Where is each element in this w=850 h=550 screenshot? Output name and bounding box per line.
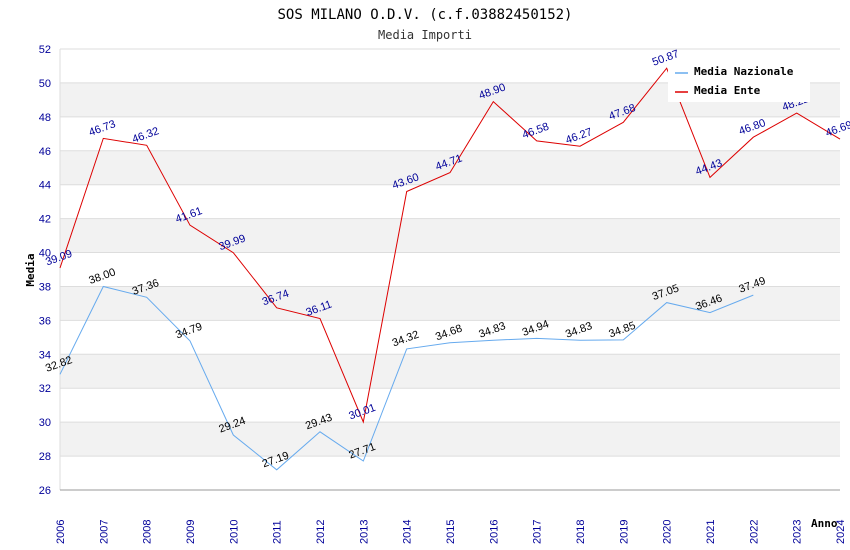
band xyxy=(60,456,840,490)
legend-label-media-ente: Media Ente xyxy=(694,84,761,97)
series-line-media-nazionale xyxy=(59,285,754,471)
y-tick-label: 40 xyxy=(39,248,51,260)
x-tick-label: 2010 xyxy=(228,520,240,544)
y-tick-label: 46 xyxy=(39,146,51,158)
y-tick-label: 42 xyxy=(39,214,51,226)
y-tick-label: 44 xyxy=(39,180,51,192)
x-tick-label: 2007 xyxy=(98,520,110,544)
y-tick-label: 36 xyxy=(39,315,51,327)
x-tick-label: 2023 xyxy=(792,520,804,544)
x-tick-label: 2016 xyxy=(488,520,500,544)
x-tick-label: 2013 xyxy=(358,520,370,544)
series-lines xyxy=(59,67,841,471)
y-tick-label: 30 xyxy=(39,417,51,429)
y-tick-label: 38 xyxy=(39,281,51,293)
x-tick-labels: 2006 2007 2008 2009 2010 2011 2012 2013 2014 2015… xyxy=(55,520,847,544)
legend-label-media-nazionale: Media Nazionale xyxy=(694,65,794,78)
series-line-media-ente xyxy=(59,67,841,424)
legend-background xyxy=(668,60,810,102)
band-shaded xyxy=(60,354,840,389)
y-tick-label: 28 xyxy=(39,451,51,463)
chart-subtitle: Media Importi xyxy=(378,28,472,42)
legend: Media Nazionale Media Ente xyxy=(668,60,810,102)
band xyxy=(60,116,840,151)
y-tick-labels: 26 28 30 32 34 36 38 40 42 44 46 48 50 52 xyxy=(39,44,51,497)
x-tick-label: 2021 xyxy=(705,520,717,544)
x-tick-label: 2015 xyxy=(445,520,457,544)
x-axis-label: Anno xyxy=(811,517,838,530)
x-tick-label: 2011 xyxy=(272,520,284,544)
x-tick-label: 2020 xyxy=(662,520,674,544)
x-tick-label: 2024 xyxy=(835,520,847,544)
band-shaded xyxy=(60,150,840,185)
y-axis-label: Media xyxy=(24,253,37,286)
band xyxy=(60,320,840,355)
chart-title: SOS MILANO O.D.V. (c.f.03882450152) xyxy=(277,7,572,23)
background-bands xyxy=(60,49,840,490)
y-tick-label: 34 xyxy=(39,349,51,361)
y-tick-label: 26 xyxy=(39,485,51,497)
x-tick-label: 2018 xyxy=(575,520,587,544)
band xyxy=(60,252,840,287)
band xyxy=(60,388,840,423)
x-tick-label: 2017 xyxy=(532,520,544,544)
y-tick-label: 32 xyxy=(39,383,51,395)
x-tick-label: 2009 xyxy=(185,520,197,544)
x-tick-label: 2019 xyxy=(618,520,630,544)
band xyxy=(60,184,840,219)
x-tick-label: 2012 xyxy=(315,520,327,544)
band-shaded xyxy=(60,422,840,457)
x-tick-label: 2006 xyxy=(55,520,67,544)
x-tick-label: 2022 xyxy=(748,520,760,544)
y-tick-label: 48 xyxy=(39,112,51,124)
band-shaded xyxy=(60,286,840,321)
x-tick-label: 2014 xyxy=(402,520,414,544)
x-tick-label: 2008 xyxy=(142,520,154,544)
y-tick-label: 52 xyxy=(39,44,51,56)
y-tick-label: 50 xyxy=(39,78,51,90)
